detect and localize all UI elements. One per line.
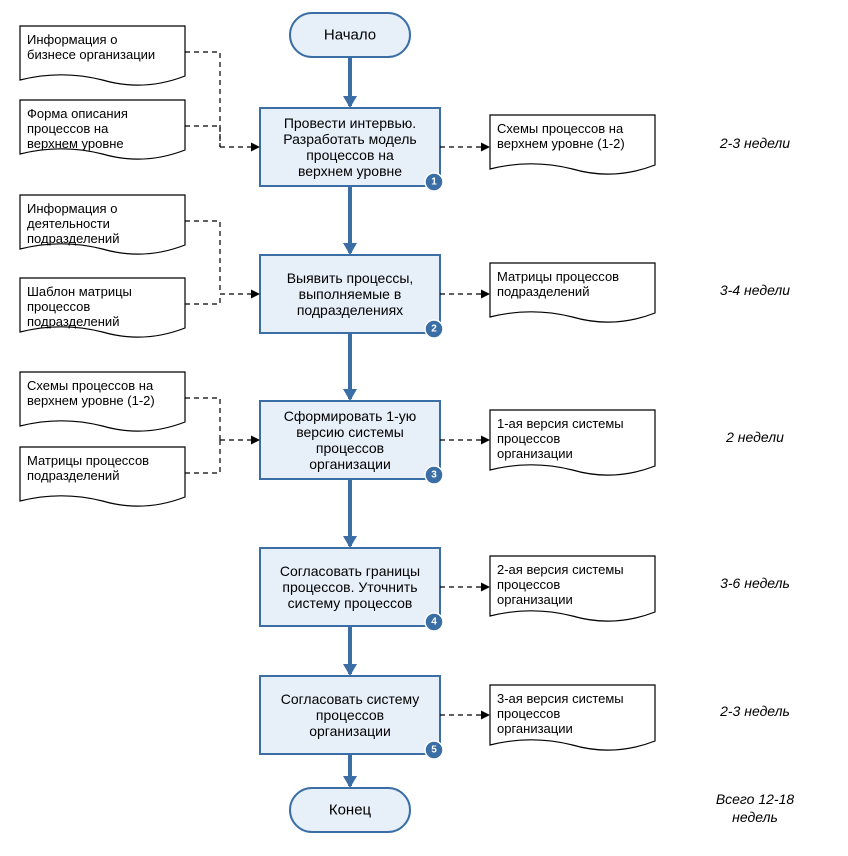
input-doc-4-line-0: Схемы процессов на	[27, 378, 154, 393]
process-5-line-0: Согласовать систему	[281, 691, 420, 707]
process-1-line-3: верхнем уровне	[298, 163, 402, 179]
output-doc-3-line-0: 2-ая версия системы	[497, 562, 624, 577]
input-doc-5-line-1: подразделений	[27, 468, 119, 483]
process-1-line-1: Разработать модель	[283, 131, 416, 147]
output-doc-4-line-0: 3-ая версия системы	[497, 691, 624, 706]
input-doc-2-line-0: Информация о	[27, 201, 117, 216]
output-doc-0-line-1: верхнем уровне (1-2)	[497, 136, 625, 151]
input-doc-2-line-1: деятельности	[27, 216, 110, 231]
input-connector	[185, 398, 220, 440]
output-doc-2-line-0: 1-ая версия системы	[497, 416, 624, 431]
badge-1-num: 1	[431, 177, 437, 188]
total-duration-line-1: недель	[732, 809, 778, 825]
input-doc-0-line-0: Информация о	[27, 32, 117, 47]
process-5-line-1: процессов	[316, 707, 384, 723]
output-doc-3-line-2: организации	[497, 592, 573, 607]
badge-5-num: 5	[431, 745, 437, 756]
output-doc-1-line-0: Матрицы процессов	[497, 269, 619, 284]
process-2-line-2: подразделениях	[297, 302, 403, 318]
process-3-line-1: версию системы	[296, 424, 404, 440]
input-doc-5-line-0: Матрицы процессов	[27, 453, 149, 468]
process-1-line-2: процессов на	[306, 147, 394, 163]
input-doc-1-line-2: верхнем уровне	[27, 136, 124, 151]
process-4-line-0: Согласовать границы	[280, 563, 420, 579]
duration-2: 2 недели	[725, 429, 784, 445]
input-doc-3-line-1: процессов	[27, 299, 90, 314]
input-doc-1-line-1: процессов на	[27, 121, 109, 136]
badge-4-num: 4	[431, 617, 437, 628]
process-4-line-2: систему процессов	[288, 595, 413, 611]
input-doc-3-line-2: подразделений	[27, 314, 119, 329]
input-connector	[185, 440, 220, 473]
input-connector	[185, 221, 220, 294]
duration-3: 3-6 недель	[720, 575, 790, 591]
output-doc-1-line-1: подразделений	[497, 284, 589, 299]
process-3-line-3: организации	[309, 456, 391, 472]
process-4-line-1: процессов. Уточнить	[282, 579, 417, 595]
input-doc-1-line-0: Форма описания	[27, 106, 128, 121]
process-5-line-2: организации	[309, 723, 391, 739]
output-doc-3-line-1: процессов	[497, 577, 560, 592]
process-1-line-0: Провести интервью.	[284, 115, 416, 131]
process-2-line-0: Выявить процессы,	[287, 270, 414, 286]
output-doc-4-line-2: организации	[497, 721, 573, 736]
input-doc-3-line-0: Шаблон матрицы	[27, 284, 132, 299]
flowchart: Начало Конец Провести интервью.Разработать…	[0, 0, 848, 856]
input-doc-4-line-1: верхнем уровне (1-2)	[27, 393, 155, 408]
output-doc-4-line-1: процессов	[497, 706, 560, 721]
input-connector	[185, 294, 220, 304]
start-label: Начало	[324, 27, 376, 44]
output-doc-2-line-2: организации	[497, 446, 573, 461]
input-connector	[185, 52, 220, 147]
process-3-line-2: процессов	[316, 440, 384, 456]
duration-1: 3-4 недели	[720, 282, 790, 298]
input-connector	[185, 126, 220, 147]
output-doc-0-line-0: Схемы процессов на	[497, 121, 624, 136]
badge-2-num: 2	[431, 324, 437, 335]
input-doc-0-line-1: бизнесе организации	[27, 47, 155, 62]
input-doc-2-line-2: подразделений	[27, 231, 119, 246]
end-label: Конец	[329, 802, 372, 819]
duration-4: 2-3 недель	[719, 703, 790, 719]
badge-3-num: 3	[431, 470, 437, 481]
process-3-line-0: Сформировать 1-ую	[284, 408, 417, 424]
process-2-line-1: выполняемые в	[299, 286, 402, 302]
total-duration-line-0: Всего 12-18	[716, 791, 795, 807]
duration-0: 2-3 недели	[719, 135, 790, 151]
output-doc-2-line-1: процессов	[497, 431, 560, 446]
